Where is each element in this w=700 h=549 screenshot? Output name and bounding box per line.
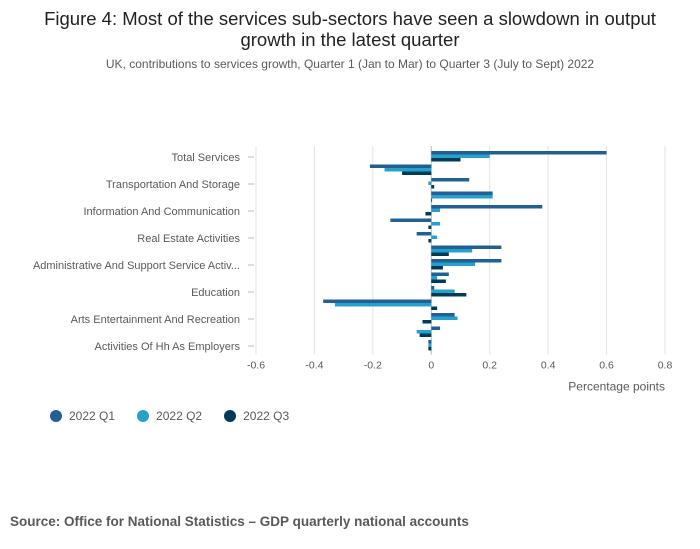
legend-item-q2[interactable]: 2022 Q2 (137, 409, 202, 423)
bar-1-0 (431, 151, 607, 155)
bar-1-3 (431, 191, 493, 195)
bar-3-9 (431, 279, 446, 283)
legend: 2022 Q1 2022 Q2 2022 Q3 (50, 409, 289, 423)
bar-1-6 (416, 232, 432, 236)
bar-2-14 (428, 343, 432, 347)
bar-2-11 (334, 303, 432, 307)
bar-1-1 (369, 164, 432, 168)
bar-2-0 (431, 154, 490, 158)
legend-item-q3[interactable]: 2022 Q3 (224, 409, 289, 423)
legend-item-q1[interactable]: 2022 Q1 (50, 409, 115, 423)
x-tick-label: 0.6 (599, 360, 614, 372)
bar-2-4 (431, 208, 441, 212)
bar-1-10 (431, 286, 435, 290)
legend-label-q2: 2022 Q2 (156, 409, 203, 423)
legend-swatch-q1 (50, 410, 62, 422)
bar-1-5 (390, 218, 432, 222)
bar-1-9 (431, 272, 449, 276)
bar-2-13 (416, 330, 432, 334)
bar-3-1 (402, 171, 432, 175)
legend-label-q1: 2022 Q1 (69, 409, 116, 423)
bar-3-13 (419, 333, 432, 337)
bar-3-3 (431, 198, 433, 202)
bar-2-5 (431, 222, 441, 226)
y-tick-label: Activities Of Hh As Employers (95, 341, 241, 353)
bar-3-0 (431, 158, 461, 162)
bar-3-6 (428, 239, 432, 243)
bar-1-7 (431, 245, 502, 249)
bar-1-11 (323, 299, 432, 303)
legend-swatch-q3 (224, 410, 237, 422)
x-tick-label: -0.6 (247, 360, 265, 372)
y-tick-label: Education (191, 287, 240, 299)
legend-swatch-q2 (137, 410, 150, 422)
y-tick-label: Information And Communication (83, 206, 240, 218)
chart-subtitle: UK, contributions to services growth, Qu… (105, 57, 595, 71)
legend-label-q3: 2022 Q3 (243, 409, 290, 423)
y-tick-label: Arts Entertainment And Recreation (71, 314, 240, 326)
chart-title: Figure 4: Most of the services sub-secto… (44, 8, 656, 50)
bar-2-1 (384, 168, 432, 172)
bar-2-6 (431, 235, 438, 239)
bar-2-9 (431, 276, 438, 280)
bar-2-12 (431, 316, 458, 320)
x-axis-title: Percentage points (568, 380, 665, 394)
bar-3-10 (431, 293, 467, 297)
bar-chart: -0.6 -0.4 -0.2 0 0.2 0.4 0.6 0.8 Percentage poin… (33, 146, 673, 394)
bar-2-2 (428, 181, 432, 185)
bar-3-2 (431, 185, 435, 189)
bar-3-7 (431, 252, 449, 256)
x-tick-label: 0 (428, 360, 434, 372)
bar-2-8 (431, 262, 476, 266)
bar-3-4 (425, 212, 432, 216)
bar-1-14 (428, 340, 432, 344)
bar-1-12 (431, 313, 455, 317)
x-tick-label: 0.4 (541, 360, 556, 372)
bar-2-7 (431, 249, 473, 253)
bar-2-10 (431, 289, 455, 293)
y-tick-label: Transportation And Storage (106, 179, 240, 191)
bar-1-2 (431, 178, 470, 182)
x-tick-label: 0.8 (658, 360, 673, 372)
y-tick-label: Real Estate Activities (137, 233, 240, 245)
bar-3-12 (422, 320, 432, 324)
y-tick-label: Administrative And Support Service Activ… (33, 260, 240, 272)
source-note: Source: Office for National Statistics –… (10, 514, 469, 529)
bar-3-11 (431, 306, 438, 310)
bar-2-3 (431, 195, 493, 199)
bar-3-14 (428, 347, 432, 351)
x-tick-label: -0.2 (364, 360, 382, 372)
bar-1-8 (431, 259, 502, 263)
bar-3-5 (428, 225, 432, 229)
y-tick-label: Total Services (172, 152, 241, 164)
bar-1-4 (431, 205, 543, 209)
bar-3-8 (431, 266, 443, 270)
x-tick-label: 0.2 (482, 360, 497, 372)
bar-1-13 (431, 326, 441, 330)
x-tick-label: -0.4 (305, 360, 323, 372)
